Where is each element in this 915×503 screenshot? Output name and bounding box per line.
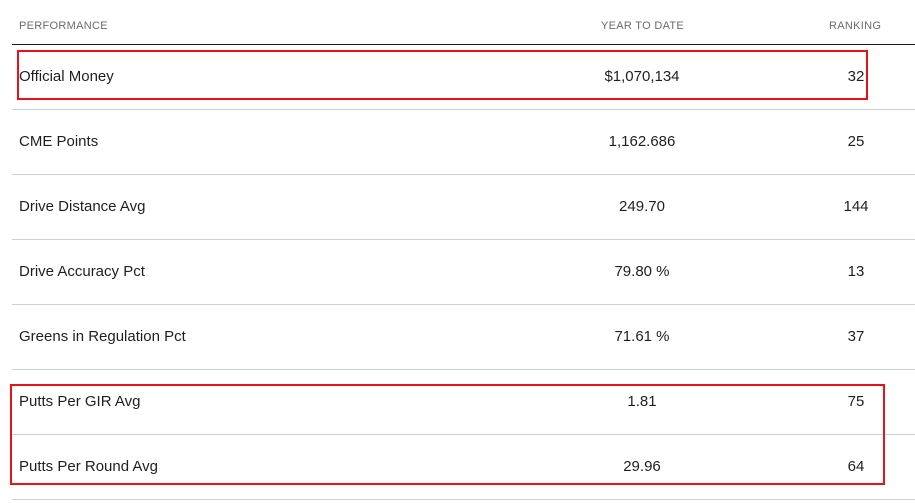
- row-label: Putts Per GIR Avg: [19, 393, 141, 410]
- table-row: Putts Per GIR Avg 1.81 75: [12, 370, 915, 435]
- row-label: Official Money: [19, 68, 114, 85]
- row-rank: 37: [847, 328, 865, 345]
- row-rank: 64: [847, 458, 865, 475]
- row-value: 29.96: [623, 458, 661, 475]
- row-rank: 75: [847, 393, 865, 410]
- row-label: Putts Per Round Avg: [19, 458, 158, 475]
- row-rank: 144: [843, 198, 869, 215]
- row-label: Drive Accuracy Pct: [19, 263, 145, 280]
- column-header-ranking: RANKING: [829, 20, 882, 32]
- row-value: 249.70: [619, 198, 665, 215]
- row-value: $1,070,134: [604, 68, 680, 85]
- row-label: Greens in Regulation Pct: [19, 328, 186, 345]
- table-row: Official Money $1,070,134 32: [12, 45, 915, 110]
- column-header-performance: PERFORMANCE: [19, 20, 108, 32]
- table-row: Putts Per Round Avg 29.96 64: [12, 435, 915, 500]
- row-label: Drive Distance Avg: [19, 198, 146, 215]
- row-label: CME Points: [19, 133, 99, 150]
- table-row: Drive Distance Avg 249.70 144: [12, 175, 915, 240]
- column-header-year-to-date: YEAR TO DATE: [601, 20, 685, 32]
- table-header: PERFORMANCE YEAR TO DATE RANKING: [12, 0, 915, 45]
- row-value: 71.61 %: [614, 328, 670, 345]
- row-rank: 25: [847, 133, 865, 150]
- table-row: Greens in Regulation Pct 71.61 % 37: [12, 305, 915, 370]
- row-value: 79.80 %: [614, 263, 670, 280]
- performance-table-body: Official Money $1,070,134 32 CME Points …: [12, 45, 915, 500]
- row-value: 1.81: [627, 393, 657, 410]
- row-value: 1,162.686: [608, 133, 676, 150]
- row-rank: 13: [847, 263, 865, 280]
- table-row: Drive Accuracy Pct 79.80 % 13: [12, 240, 915, 305]
- table-row: CME Points 1,162.686 25: [12, 110, 915, 175]
- row-rank: 32: [847, 68, 865, 85]
